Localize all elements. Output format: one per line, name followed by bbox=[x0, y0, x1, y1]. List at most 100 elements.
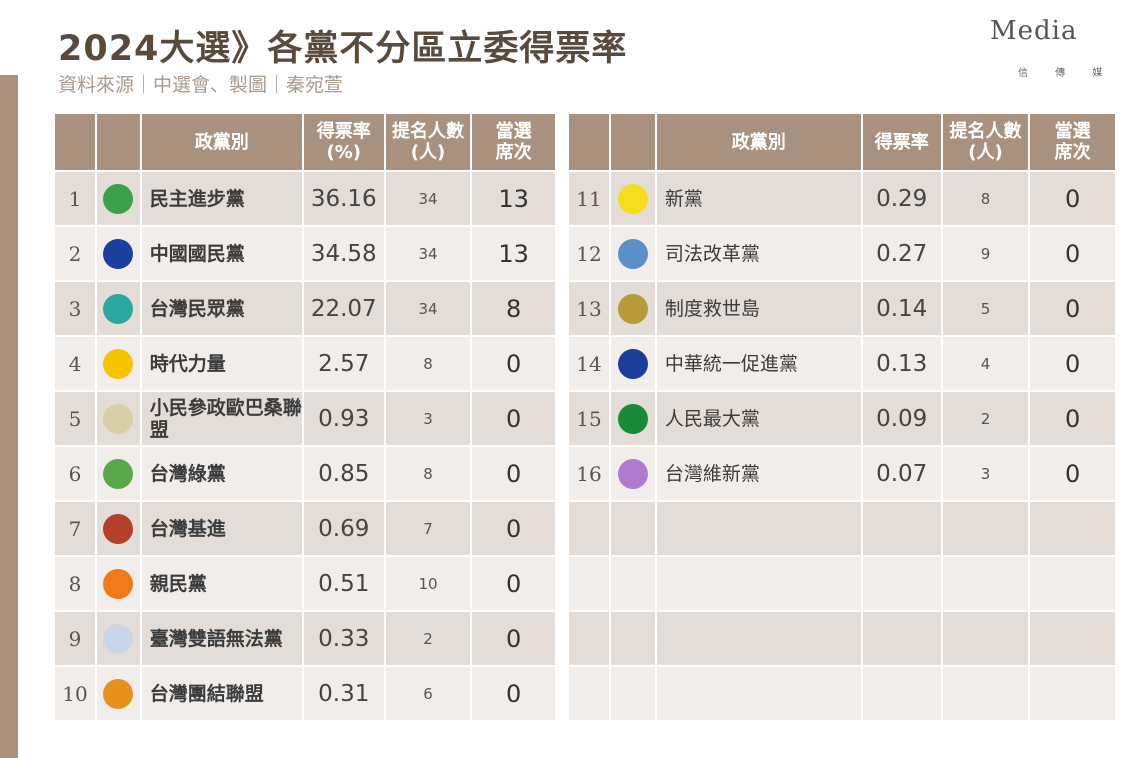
table-row bbox=[567, 500, 1117, 557]
vote-rate-header: 得票率 bbox=[860, 112, 943, 172]
vote-rate: 36.16 bbox=[301, 170, 386, 227]
results-table-left: 政黨別 得票率 (%) 提名人數 (人) 當選 席次 1 民主進步黨 36.16 34 13 2 中… bbox=[53, 112, 557, 722]
npp-logo-icon bbox=[103, 348, 134, 379]
table-row: 6 台灣綠黨 0.85 8 0 bbox=[53, 445, 557, 502]
seats-won bbox=[1028, 610, 1117, 667]
tsu-logo-icon bbox=[103, 678, 134, 709]
party-number: 6 bbox=[53, 445, 97, 502]
seats-won bbox=[1028, 555, 1117, 612]
obasan-logo-icon bbox=[103, 403, 134, 434]
party-name: 中國國民黨 bbox=[139, 225, 304, 282]
vote-rate bbox=[860, 500, 943, 557]
party-number: 1 bbox=[53, 170, 97, 227]
nominated-count: 7 bbox=[383, 500, 473, 557]
nominated-header: 提名人數 (人) bbox=[383, 112, 473, 172]
table-row: 3 台灣民眾黨 22.07 34 8 bbox=[53, 280, 557, 337]
vote-rate: 0.07 bbox=[860, 445, 943, 502]
party-logo bbox=[608, 500, 657, 557]
party-name: 民主進步黨 bbox=[139, 170, 304, 227]
nominated-count bbox=[940, 665, 1031, 722]
nominated-count: 34 bbox=[383, 170, 473, 227]
party-name: 制度救世島 bbox=[654, 280, 863, 337]
new-party-logo-icon bbox=[617, 183, 648, 214]
pfp-logo-icon bbox=[103, 568, 134, 599]
nominated-count: 8 bbox=[383, 445, 473, 502]
nominated-count: 5 bbox=[940, 280, 1031, 337]
bilingual-logo-icon bbox=[103, 623, 134, 654]
nominated-count: 34 bbox=[383, 225, 473, 282]
party-number bbox=[567, 610, 611, 667]
vote-rate bbox=[860, 610, 943, 667]
seats-won: 0 bbox=[1028, 280, 1117, 337]
vote-rate: 0.29 bbox=[860, 170, 943, 227]
restoration-logo-icon bbox=[617, 458, 648, 489]
party-logo bbox=[608, 225, 657, 282]
table-row: 5 小民參政歐巴桑聯盟 0.93 3 0 bbox=[53, 390, 557, 447]
party-number: 11 bbox=[567, 170, 611, 227]
green-party-logo-icon bbox=[103, 458, 134, 489]
party-logo bbox=[608, 445, 657, 502]
table-row: 16 台灣維新黨 0.07 3 0 bbox=[567, 445, 1117, 502]
party-name: 臺灣雙語無法黨 bbox=[139, 610, 304, 667]
party-header: 政黨別 bbox=[654, 112, 863, 172]
unification-logo-icon bbox=[617, 348, 648, 379]
vote-rate: 22.07 bbox=[301, 280, 386, 337]
table-row bbox=[567, 665, 1117, 722]
seats-won: 0 bbox=[1028, 390, 1117, 447]
num-header bbox=[53, 112, 97, 172]
nominated-count: 3 bbox=[940, 445, 1031, 502]
nominated-count: 2 bbox=[383, 610, 473, 667]
logo-header bbox=[608, 112, 657, 172]
nominated-count: 4 bbox=[940, 335, 1031, 392]
vote-rate bbox=[860, 665, 943, 722]
party-name bbox=[654, 500, 863, 557]
party-name: 台灣綠黨 bbox=[139, 445, 304, 502]
party-name: 台灣基進 bbox=[139, 500, 304, 557]
vote-rate: 0.31 bbox=[301, 665, 386, 722]
party-name: 新黨 bbox=[654, 170, 863, 227]
party-number: 12 bbox=[567, 225, 611, 282]
party-number: 5 bbox=[53, 390, 97, 447]
party-logo bbox=[608, 665, 657, 722]
tpp-logo-icon bbox=[103, 293, 134, 324]
logo-wordmark: Media bbox=[990, 16, 1078, 46]
vote-rate: 0.93 bbox=[301, 390, 386, 447]
party-number: 2 bbox=[53, 225, 97, 282]
party-logo bbox=[608, 280, 657, 337]
table-row: 10 台灣團結聯盟 0.31 6 0 bbox=[53, 665, 557, 722]
num-header bbox=[567, 112, 611, 172]
party-number: 4 bbox=[53, 335, 97, 392]
vote-rate bbox=[860, 555, 943, 612]
party-number: 7 bbox=[53, 500, 97, 557]
nominated-count bbox=[940, 610, 1031, 667]
table-row bbox=[567, 610, 1117, 667]
party-name: 台灣民眾黨 bbox=[139, 280, 304, 337]
party-number bbox=[567, 555, 611, 612]
party-name bbox=[654, 610, 863, 667]
seats-won: 0 bbox=[1028, 335, 1117, 392]
party-number: 9 bbox=[53, 610, 97, 667]
dpp-logo-icon bbox=[103, 183, 134, 214]
vote-rate: 34.58 bbox=[301, 225, 386, 282]
party-logo bbox=[608, 170, 657, 227]
party-name bbox=[654, 555, 863, 612]
vote-rate: 0.13 bbox=[860, 335, 943, 392]
party-name: 台灣團結聯盟 bbox=[139, 665, 304, 722]
party-logo bbox=[94, 225, 142, 282]
results-table-right: 政黨別 得票率 提名人數 (人) 當選 席次 11 新黨 0.29 8 0 12 司法改革黨 0.27… bbox=[567, 112, 1117, 722]
party-logo bbox=[94, 280, 142, 337]
seats-won: 0 bbox=[470, 555, 557, 612]
vote-rate: 2.57 bbox=[301, 335, 386, 392]
vote-rate: 0.33 bbox=[301, 610, 386, 667]
table-row: 11 新黨 0.29 8 0 bbox=[567, 170, 1117, 227]
party-name: 中華統一促進黨 bbox=[654, 335, 863, 392]
nominated-header: 提名人數 (人) bbox=[940, 112, 1031, 172]
table-row: 7 台灣基進 0.69 7 0 bbox=[53, 500, 557, 557]
side-accent-bar bbox=[0, 75, 18, 758]
table-row: 12 司法改革黨 0.27 9 0 bbox=[567, 225, 1117, 282]
seats-won: 0 bbox=[1028, 170, 1117, 227]
table-row: 9 臺灣雙語無法黨 0.33 2 0 bbox=[53, 610, 557, 667]
party-logo bbox=[94, 610, 142, 667]
nominated-count bbox=[940, 555, 1031, 612]
party-name: 親民黨 bbox=[139, 555, 304, 612]
